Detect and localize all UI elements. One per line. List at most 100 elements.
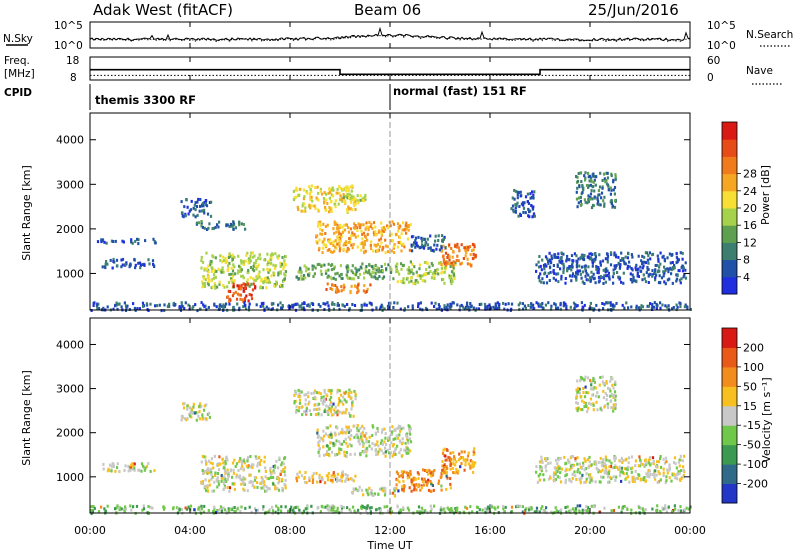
range-cell: [412, 488, 416, 492]
range-cell: [402, 479, 405, 483]
range-cell: [207, 306, 210, 309]
range-cell: [250, 297, 254, 301]
range-cell: [332, 471, 335, 475]
range-cell: [336, 271, 339, 275]
range-cell: [610, 461, 613, 465]
range-cell: [218, 282, 221, 286]
range-cell: [569, 305, 572, 309]
range-cell: [635, 304, 638, 308]
range-cell: [641, 254, 644, 258]
range-cell: [352, 505, 355, 509]
range-cell: [137, 468, 140, 472]
range-cell: [262, 281, 265, 285]
range-cell: [641, 305, 645, 309]
range-cell: [372, 271, 375, 275]
range-cell: [427, 472, 430, 476]
range-cell: [406, 435, 409, 439]
range-cell: [202, 277, 205, 281]
range-cell: [325, 426, 328, 430]
range-cell: [450, 282, 453, 286]
range-cell: [391, 444, 394, 448]
range-cell: [214, 256, 217, 260]
range-cell: [336, 191, 339, 195]
range-cell: [455, 507, 458, 511]
range-cell: [298, 398, 302, 402]
range-cell: [343, 223, 346, 227]
range-cell: [260, 302, 263, 306]
range-cell: [451, 278, 454, 282]
range-cell: [216, 485, 219, 489]
range-cell: [452, 271, 455, 275]
range-cell: [555, 469, 558, 473]
range-cell: [396, 262, 399, 266]
range-cell: [651, 269, 654, 273]
range-cell: [263, 460, 266, 464]
range-cell: [383, 505, 386, 509]
range-cell: [599, 275, 602, 278]
range-cell: [605, 274, 608, 278]
range-cell: [329, 190, 332, 194]
range-cell: [543, 478, 546, 482]
range-cell: [583, 401, 586, 404]
range-cell: [406, 447, 409, 451]
range-cell: [369, 506, 372, 510]
range-cell: [244, 227, 247, 231]
range-cell: [566, 505, 569, 509]
colorbar-segment: [722, 464, 737, 485]
range-cell: [430, 262, 433, 265]
range-cell: [237, 287, 240, 291]
range-cell: [416, 510, 419, 514]
range-cell: [433, 277, 436, 280]
range-cell: [306, 191, 309, 195]
range-cell: [591, 203, 595, 207]
range-cell: [469, 459, 472, 463]
range-cell: [588, 252, 591, 256]
range-cell: [210, 266, 213, 270]
range-cell: [568, 274, 572, 278]
range-cell: [219, 254, 222, 258]
range-cell: [324, 243, 327, 247]
range-cell: [372, 230, 375, 234]
range-cell: [356, 245, 359, 249]
range-cell: [123, 509, 126, 513]
range-cell: [664, 506, 667, 510]
range-cell: [589, 256, 592, 260]
range-cell: [264, 276, 267, 280]
range-cell: [578, 185, 581, 189]
range-cell: [369, 243, 372, 247]
range-cell: [549, 259, 552, 263]
range-cell: [268, 508, 271, 512]
range-cell: [240, 261, 243, 265]
range-cell: [619, 470, 622, 474]
range-cell: [340, 198, 343, 202]
range-cell: [576, 272, 579, 276]
range-cell: [336, 223, 339, 227]
range-cell: [137, 238, 140, 242]
range-cell: [588, 460, 591, 464]
range-cell: [590, 179, 593, 183]
range-cell: [300, 474, 304, 478]
range-cell: [582, 387, 585, 390]
power-ylabel: Slant Range [km]: [20, 165, 33, 261]
range-cell: [522, 203, 525, 207]
range-cell: [363, 506, 366, 509]
freq-label-1: Freq.: [4, 55, 30, 67]
range-cell: [324, 505, 327, 509]
range-cell: [297, 277, 300, 281]
range-cell: [312, 303, 315, 306]
range-cell: [402, 221, 405, 225]
range-cell: [339, 194, 342, 198]
range-cell: [684, 268, 687, 272]
range-cell: [502, 301, 505, 305]
range-cell: [226, 269, 229, 272]
range-cell: [589, 276, 592, 280]
range-cell: [524, 509, 527, 512]
range-cell: [417, 302, 420, 306]
range-cell: [601, 380, 604, 384]
range-cell: [427, 246, 430, 250]
range-cell: [331, 480, 334, 484]
range-cell: [604, 469, 607, 473]
range-cell: [283, 456, 286, 460]
range-cell: [597, 395, 600, 399]
range-cell: [571, 476, 574, 480]
